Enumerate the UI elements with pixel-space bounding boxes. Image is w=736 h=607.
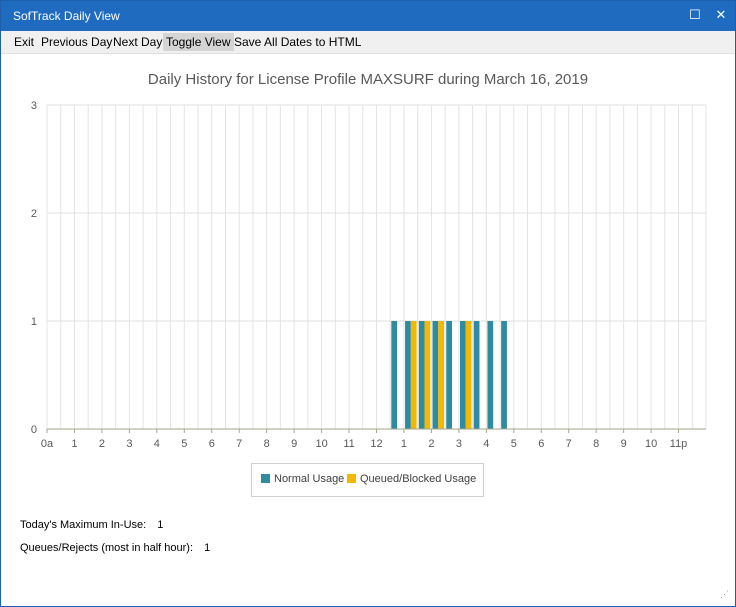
y-tick-label: 0 [31,424,37,436]
queues-rejects-value: 1 [204,542,211,554]
x-tick-label: 10 [315,438,327,450]
x-tick-label: 2 [428,438,434,450]
y-tick-label: 2 [31,208,37,220]
menu-toggle-view[interactable]: Toggle View [163,33,234,51]
x-tick-label: 8 [593,438,599,450]
queues-rejects-label: Queues/Rejects (most in half hour): [20,542,194,554]
normal-usage-bar [391,321,398,429]
queues-rejects-stat: Queues/Rejects (most in half hour): 1 [20,542,210,554]
window-title: SofTrack Daily View [13,9,120,23]
maximize-icon[interactable]: ☐ [689,7,701,22]
x-tick-label: 2 [99,438,105,450]
x-tick-label: 4 [154,438,160,450]
title-bar: SofTrack Daily View ☐ ✕ [1,1,735,31]
close-icon[interactable]: ✕ [715,7,727,22]
x-tick-label: 8 [264,438,270,450]
normal-usage-bar [418,321,425,429]
queued-usage-bar [424,321,431,429]
x-tick-label: 6 [209,438,215,450]
menu-previous-day[interactable]: Previous Day [41,35,113,49]
resize-grip-icon[interactable]: ⋰ [720,589,729,599]
menu-bar: Exit Previous Day Next Day Toggle View S… [1,31,735,54]
x-tick-label: 10 [645,438,657,450]
legend-queued-usage: Queued/Blocked Usage [347,473,476,485]
chart-title: Daily History for License Profile MAXSUR… [147,71,589,88]
x-tick-label: 1 [401,438,407,450]
max-in-use-stat: Today's Maximum In-Use: 1 [20,519,163,531]
menu-next-day[interactable]: Next Day [113,35,163,49]
x-tick-label: 7 [236,438,242,450]
x-tick-label: 6 [538,438,544,450]
normal-usage-bar [405,321,411,429]
x-tick-label: 11p [670,438,688,450]
x-tick-label: 4 [483,438,489,450]
legend-normal-usage: Normal Usage [261,473,344,485]
normal-usage-bar [432,321,439,429]
x-tick-label: 9 [291,438,297,450]
legend-queued-label: Queued/Blocked Usage [360,473,477,485]
max-in-use-label: Today's Maximum In-Use: [20,519,147,531]
normal-usage-swatch [261,474,270,483]
normal-usage-bar [501,321,507,429]
queued-usage-bar [410,321,417,429]
queued-usage-bar [438,321,445,429]
menu-save-all-dates[interactable]: Save All Dates to HTML [234,35,362,49]
queued-usage-swatch [347,474,356,483]
normal-usage-bar [459,321,466,429]
x-tick-label: 3 [126,438,132,450]
chart-legend: Normal Usage Queued/Blocked Usage [251,463,484,497]
y-tick-label: 3 [31,100,37,112]
legend-normal-label: Normal Usage [274,473,345,485]
normal-usage-bar [446,321,453,429]
x-tick-label: 9 [621,438,627,450]
normal-usage-bar [473,321,480,429]
x-tick-label: 3 [456,438,462,450]
max-in-use-value: 1 [157,519,164,531]
menu-exit[interactable]: Exit [14,35,35,49]
normal-usage-bar [487,321,494,429]
x-tick-label: 5 [181,438,187,450]
x-tick-label: 11 [343,438,354,450]
queued-usage-bar [465,321,472,429]
y-tick-label: 1 [31,316,37,328]
x-tick-label: 5 [511,438,517,450]
x-tick-label: 7 [566,438,572,450]
x-tick-label: 1 [71,438,77,450]
x-tick-label: 0a [41,438,54,450]
x-tick-label: 12 [370,438,382,450]
